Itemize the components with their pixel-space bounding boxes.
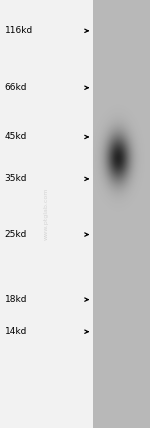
Text: 66kd: 66kd [4,83,27,92]
Text: 116kd: 116kd [4,26,33,36]
Text: www.ptglab.com: www.ptglab.com [44,188,49,240]
Text: 14kd: 14kd [4,327,27,336]
Text: 18kd: 18kd [4,295,27,304]
Text: 45kd: 45kd [4,132,27,142]
Text: 25kd: 25kd [4,230,27,239]
Bar [93,0,150,428]
Text: 35kd: 35kd [4,174,27,184]
